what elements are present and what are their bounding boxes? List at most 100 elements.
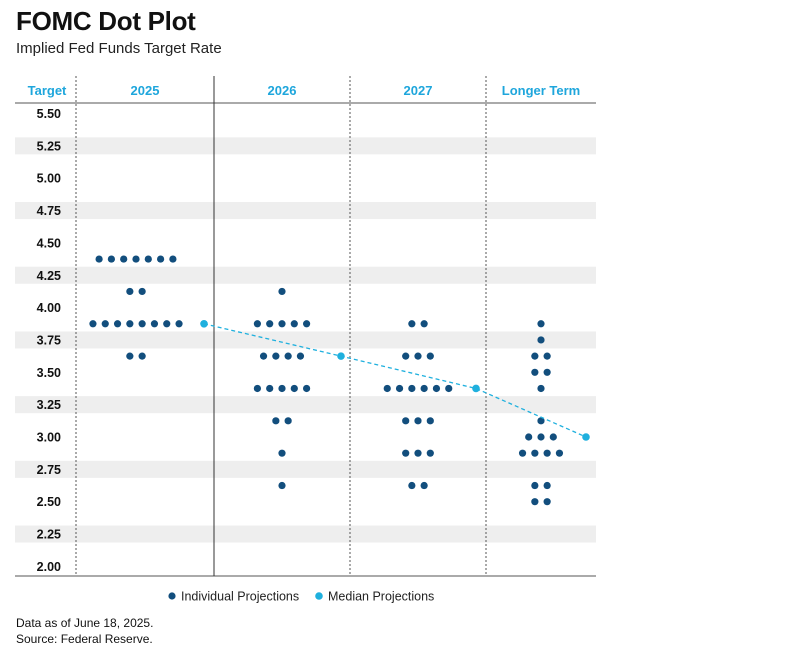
- individual-projection-dot: [537, 433, 545, 441]
- individual-projection-dot: [549, 433, 557, 441]
- legend-label-median: Median Projections: [328, 590, 434, 604]
- y-tick-label: 3.75: [37, 333, 61, 347]
- individual-projection-dot: [402, 417, 410, 425]
- individual-projection-dot: [278, 320, 286, 328]
- individual-projection-dot: [420, 481, 428, 490]
- individual-projection-dot: [543, 449, 551, 457]
- column-header: Longer Term: [502, 83, 581, 98]
- individual-projection-dot: [296, 352, 305, 360]
- individual-projection-dot: [266, 320, 274, 328]
- individual-projection-dot: [278, 481, 286, 490]
- individual-projection-dot: [290, 384, 298, 393]
- individual-projection-dot: [157, 255, 165, 263]
- individual-projection-dot: [408, 481, 416, 490]
- individual-projection-dot: [278, 449, 286, 457]
- grid-band: [15, 331, 596, 349]
- individual-projection-dot: [284, 417, 292, 425]
- individual-projection-dot: [107, 255, 115, 263]
- individual-projection-dot: [420, 320, 428, 328]
- individual-projection-dot: [150, 320, 159, 328]
- chart-title: FOMC Dot Plot: [16, 6, 196, 36]
- y-tick-label: 5.50: [37, 107, 61, 121]
- grid-band: [15, 202, 596, 220]
- chart-subtitle: Implied Fed Funds Target Rate: [16, 40, 222, 57]
- individual-projection-dot: [272, 417, 280, 425]
- column-header: 2027: [404, 83, 433, 98]
- y-tick-label: 5.00: [37, 172, 61, 186]
- individual-projection-dot: [531, 498, 539, 506]
- median-line: [203, 323, 587, 438]
- individual-projection-dot: [543, 368, 551, 376]
- individual-projection-dot: [408, 320, 416, 328]
- individual-projection-dot: [169, 255, 177, 263]
- y-axis-header: Target: [28, 83, 67, 98]
- individual-projection-dot: [303, 384, 311, 393]
- individual-projection-dot: [432, 384, 441, 393]
- individual-projection-dot: [426, 449, 434, 457]
- y-tick-label: 2.50: [37, 495, 61, 509]
- grid-band: [15, 525, 596, 543]
- median-projection-dot: [200, 319, 208, 328]
- individual-projection-dot: [525, 433, 533, 441]
- individual-projection-dot: [531, 352, 539, 360]
- individual-projection-dot: [383, 384, 391, 393]
- grid-band: [15, 137, 596, 155]
- individual-projection-dot: [414, 449, 422, 457]
- median-projection-dot: [472, 384, 480, 393]
- individual-projection-dot: [543, 352, 551, 360]
- individual-projection-dot: [426, 352, 434, 360]
- individual-projection-dot: [175, 320, 183, 328]
- grid-band: [15, 396, 596, 414]
- individual-projection-dot: [113, 320, 122, 328]
- legend-swatch-individual: [168, 592, 176, 600]
- individual-projection-dot: [537, 320, 545, 328]
- individual-projection-dot: [101, 320, 109, 328]
- individual-projection-dot: [408, 384, 416, 393]
- individual-projection-dot: [163, 320, 171, 328]
- individual-projection-dot: [395, 384, 404, 393]
- individual-projection-dot: [543, 498, 551, 506]
- individual-projection-dot: [126, 287, 134, 296]
- median-projection-dot: [582, 433, 590, 441]
- individual-projection-dot: [414, 352, 422, 360]
- individual-projection-dot: [537, 417, 545, 425]
- individual-projection-dot: [303, 320, 311, 328]
- y-tick-label: 3.50: [37, 366, 61, 380]
- individual-projection-dot: [126, 352, 134, 360]
- individual-projection-dot: [144, 255, 152, 263]
- legend-swatch-median: [315, 592, 323, 600]
- individual-projection-dot: [126, 320, 134, 328]
- y-tick-label: 3.00: [37, 431, 61, 445]
- individual-projection-dot: [95, 255, 103, 263]
- individual-projection-dot: [259, 352, 268, 360]
- grid-band: [15, 460, 596, 478]
- legend-label-individual: Individual Projections: [181, 590, 299, 604]
- individual-projection-dot: [531, 481, 539, 490]
- y-tick-label: 4.25: [37, 269, 61, 283]
- individual-projection-dot: [426, 417, 434, 425]
- footnote-source: Source: Federal Reserve.: [16, 632, 153, 646]
- individual-projection-dot: [531, 449, 539, 457]
- y-tick-label: 5.25: [37, 139, 61, 153]
- individual-projection-dot: [89, 320, 97, 328]
- individual-projection-dot: [120, 255, 128, 263]
- y-tick-label: 2.25: [37, 528, 61, 542]
- individual-projection-dot: [518, 449, 527, 457]
- grid-band: [15, 266, 596, 284]
- y-tick-label: 4.00: [37, 301, 61, 315]
- y-tick-label: 2.00: [37, 560, 61, 574]
- individual-projection-dot: [290, 320, 298, 328]
- footnote-data-date: Data as of June 18, 2025.: [16, 616, 154, 630]
- individual-projection-dot: [445, 384, 453, 393]
- individual-projection-dot: [537, 336, 545, 344]
- median-projection-dot: [337, 352, 345, 360]
- individual-projection-dot: [132, 255, 140, 263]
- individual-projection-dot: [138, 352, 146, 360]
- y-tick-label: 4.75: [37, 204, 61, 218]
- y-tick-label: 3.25: [37, 398, 61, 412]
- individual-projection-dot: [402, 352, 410, 360]
- individual-projection-dot: [253, 320, 261, 328]
- y-tick-label: 2.75: [37, 463, 61, 477]
- individual-projection-dot: [138, 320, 146, 328]
